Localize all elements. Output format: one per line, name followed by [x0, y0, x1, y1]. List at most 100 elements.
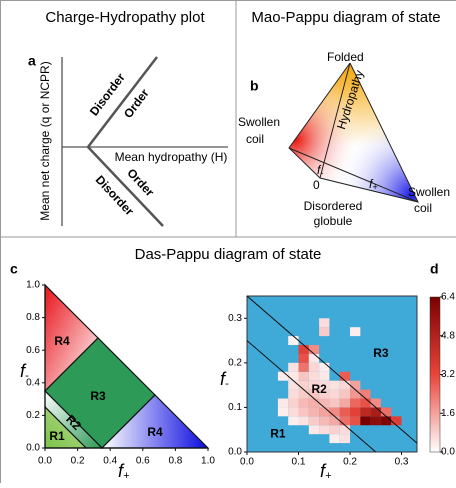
label: Swollen: [408, 185, 450, 199]
x-label: f+: [320, 461, 332, 482]
y-tick-label: 1.0: [26, 280, 40, 291]
cell: [350, 407, 361, 417]
cell: [370, 398, 381, 408]
cell: [319, 389, 330, 399]
x-tick-label: 0.0: [240, 457, 254, 468]
letter: a: [28, 53, 36, 69]
cell: [360, 416, 371, 426]
x-label: f+: [118, 461, 130, 482]
cell: [339, 416, 351, 426]
x-label: Mean hydropathy (H): [115, 150, 228, 164]
cell: [350, 389, 361, 399]
label: f+: [369, 177, 378, 192]
cell: [329, 380, 340, 390]
label: Swollen: [238, 115, 280, 129]
cell: [298, 345, 309, 354]
cell: [329, 425, 340, 435]
cell: [319, 362, 330, 372]
cell: [288, 336, 299, 346]
axes: [61, 57, 228, 226]
cell: [277, 398, 289, 408]
cell: [329, 389, 340, 399]
cell: [298, 380, 309, 390]
cell: [308, 407, 320, 417]
cell: [319, 380, 330, 390]
y-tick-label: 0.8: [26, 312, 40, 323]
region: R1: [49, 429, 65, 443]
letter: b: [250, 78, 259, 94]
colorbar-label: 3.2: [441, 369, 455, 380]
cell: [288, 362, 299, 372]
cell: [298, 407, 309, 417]
colorbar: [429, 296, 441, 453]
region: Order: [124, 166, 157, 200]
colorbar-label: 4.8: [441, 330, 455, 341]
cell: [370, 416, 381, 426]
cell: [350, 327, 361, 337]
label: globule: [314, 214, 353, 228]
cell: [308, 380, 320, 390]
region: R2: [311, 382, 327, 396]
cell: [360, 389, 371, 399]
cell: [288, 380, 299, 390]
x-tick-label: 0.2: [71, 456, 85, 467]
cell: [319, 327, 330, 337]
cell: [370, 407, 381, 417]
cell: [380, 407, 392, 417]
x-tick-label: 0.6: [136, 456, 150, 467]
cell: [288, 371, 299, 381]
x-tick-label: 0.1: [292, 457, 306, 468]
cell: [298, 389, 309, 399]
cell: [391, 416, 402, 426]
x-tick-label: 0.0: [38, 456, 52, 467]
region: R4: [147, 425, 163, 439]
cell: [319, 371, 330, 381]
region: R1: [270, 426, 286, 440]
cell: [350, 416, 361, 426]
cell: [329, 398, 340, 408]
letter: c: [10, 261, 18, 277]
cell: [319, 398, 330, 408]
cell: [339, 434, 351, 444]
y-label: f-: [220, 369, 229, 390]
y-label: f-: [20, 361, 29, 382]
label: coil: [414, 201, 432, 215]
cell: [308, 389, 320, 399]
cell: [339, 398, 351, 408]
y-tick-label: 0.2: [228, 357, 242, 368]
cell: [339, 371, 351, 381]
cell: [298, 371, 309, 381]
y-tick-label: 0.4: [26, 377, 40, 388]
cell: [288, 398, 299, 408]
colorbar-label: 1.6: [441, 408, 455, 419]
title: Das-Pappu diagram of state: [135, 246, 322, 263]
regions: [44, 283, 210, 449]
cell: [339, 389, 351, 399]
x-tick-label: 0.8: [168, 456, 182, 467]
cell: [308, 371, 320, 381]
cell: [339, 380, 351, 390]
cell: [288, 389, 299, 399]
x-tick-label: 0.2: [343, 457, 357, 468]
boundary: [246, 340, 377, 453]
label: Folded: [327, 50, 364, 64]
colorbar-label: 6.4: [441, 292, 455, 303]
label: f-: [317, 163, 323, 178]
boundary: [87, 56, 164, 227]
x-tick-label: 1.0: [201, 456, 215, 467]
cell: [319, 318, 330, 328]
x-tick-label: 0.3: [395, 457, 409, 468]
cell: [319, 416, 330, 426]
title: Mao-Pappu diagram of state: [251, 9, 440, 26]
x-tick-label: 0.4: [103, 456, 117, 467]
cell: [288, 407, 299, 417]
label: coil: [246, 132, 264, 146]
cell: [298, 353, 309, 363]
cell: [298, 362, 309, 372]
region: R3: [373, 346, 389, 360]
y-label: Mean net charge (q or NCPR): [38, 61, 52, 220]
cell: [329, 407, 340, 417]
cell: [380, 416, 392, 426]
